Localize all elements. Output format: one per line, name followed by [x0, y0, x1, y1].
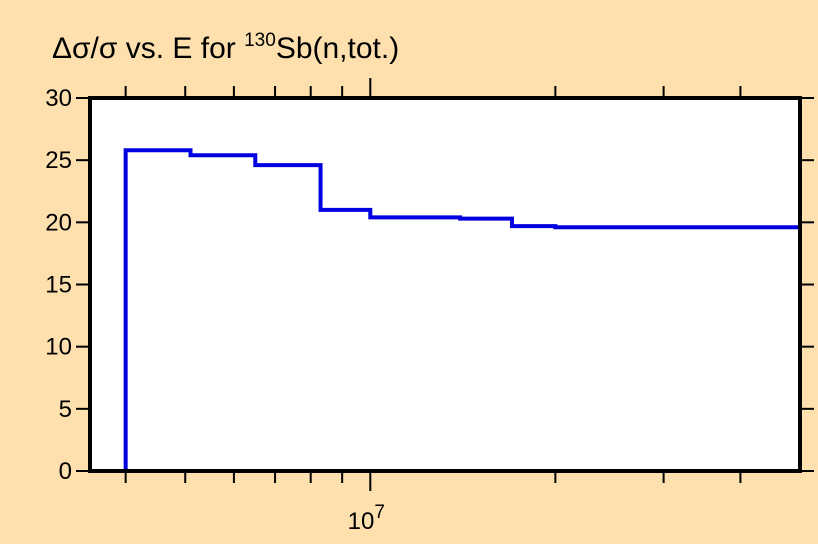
y-tick-label: 5: [59, 396, 72, 423]
y-axis: 0 5 10 15 20 25 30: [45, 85, 814, 485]
chart-title-superscript: 130: [244, 30, 276, 51]
x-axis: 107: [124, 78, 742, 535]
plot-area: [90, 98, 800, 471]
series-layer: [123, 148, 802, 471]
x-tick-label-base: 10: [348, 508, 375, 535]
y-tick-label: 10: [45, 334, 72, 361]
y-tick-label: 0: [59, 458, 72, 485]
chart-title-suffix: Sb(n,tot.): [276, 32, 399, 65]
x-tick-label-exponent: 7: [374, 502, 385, 523]
y-tick-label: 25: [45, 147, 72, 174]
series-step-line: [123, 148, 802, 471]
y-tick-label: 30: [45, 85, 72, 112]
x-tick-label: 107: [348, 502, 385, 535]
y-tick-label: 20: [45, 209, 72, 236]
plot-frame: [88, 96, 802, 473]
chart-title-prefix: Δσ/σ vs. E for: [52, 32, 244, 65]
y-tick-label: 15: [45, 272, 72, 299]
chart-title: Δσ/σ vs. E for 130Sb(n,tot.): [52, 30, 399, 65]
